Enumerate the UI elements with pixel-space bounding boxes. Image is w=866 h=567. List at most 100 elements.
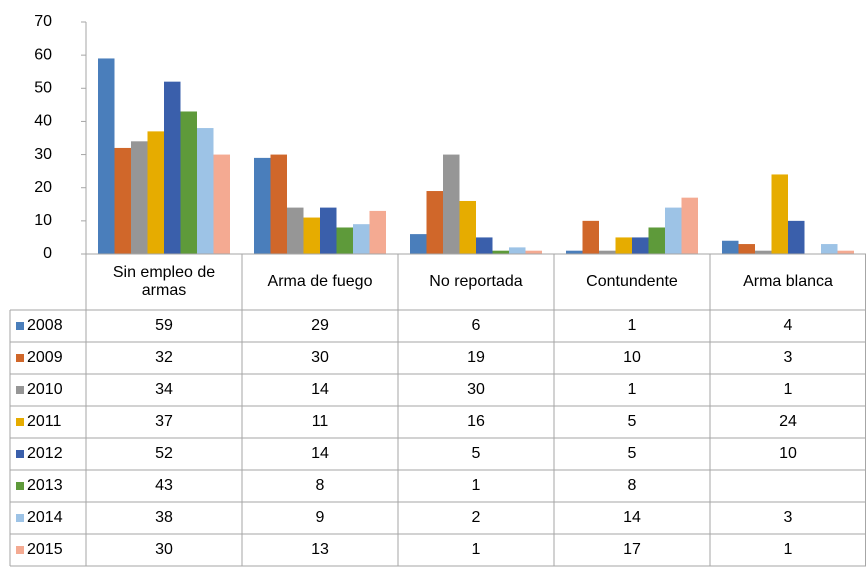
- table-value: 3: [784, 509, 793, 526]
- category-header: Arma blanca: [743, 273, 833, 290]
- bar: [303, 217, 320, 254]
- table-value: 11: [312, 413, 329, 430]
- table-value: 5: [628, 413, 637, 430]
- bar: [476, 237, 493, 254]
- category-header: No reportada: [429, 273, 523, 290]
- legend-swatch: [16, 386, 24, 394]
- table-value: 59: [155, 317, 173, 334]
- y-tick-label: 20: [34, 179, 52, 196]
- bar: [648, 227, 665, 254]
- legend-swatch: [16, 418, 24, 426]
- y-tick-label: 30: [34, 146, 52, 163]
- legend-label: 2015: [27, 541, 63, 558]
- table-value: 1: [628, 317, 637, 334]
- bar: [722, 240, 739, 254]
- bar: [582, 220, 599, 254]
- category-label: No reportada: [429, 273, 523, 290]
- y-tick-label: 60: [34, 46, 52, 63]
- y-tick-label: 70: [34, 13, 52, 30]
- legend-label: 2014: [27, 509, 63, 526]
- table-value: 30: [155, 541, 173, 558]
- category-label: Arma de fuego: [267, 273, 373, 290]
- bar: [492, 250, 509, 254]
- table-value: 1: [784, 381, 793, 398]
- legend-label: 2008: [27, 317, 63, 334]
- bar: [615, 237, 632, 254]
- bar: [213, 154, 230, 254]
- table-value: 37: [155, 413, 173, 430]
- legend-swatch: [16, 546, 24, 554]
- table-value: 10: [779, 445, 797, 462]
- bar: [410, 234, 427, 254]
- bar: [665, 207, 682, 254]
- bar: [114, 147, 131, 254]
- legend-label: 2013: [27, 477, 63, 494]
- bar: [738, 244, 755, 254]
- table-value: 30: [467, 381, 485, 398]
- category-header: Arma de fuego: [267, 273, 373, 290]
- bar: [197, 128, 214, 254]
- legend-swatch: [16, 354, 24, 362]
- category-label: Contundente: [586, 273, 678, 290]
- bar: [837, 250, 854, 254]
- table-value: 16: [467, 413, 485, 430]
- y-tick-label: 50: [34, 80, 52, 97]
- bar: [821, 244, 838, 254]
- table-value: 43: [155, 477, 173, 494]
- bar: [509, 247, 526, 254]
- table-value: 14: [623, 509, 641, 526]
- bar: [164, 81, 181, 255]
- bar: [426, 191, 443, 254]
- bar: [98, 58, 115, 255]
- bar: [336, 227, 353, 254]
- table-value: 8: [316, 477, 325, 494]
- legend-label: 2012: [27, 445, 63, 462]
- table-value: 14: [311, 381, 329, 398]
- legend-label: 2009: [27, 349, 63, 366]
- category-label: Sin empleo de armas: [112, 264, 216, 299]
- table-value: 4: [784, 317, 793, 334]
- legend-swatch: [16, 450, 24, 458]
- table-value: 6: [472, 317, 481, 334]
- table-value: 29: [311, 317, 329, 334]
- bar: [443, 154, 460, 254]
- table-value: 30: [311, 349, 329, 366]
- table-value: 3: [784, 349, 793, 366]
- y-tick-label: 40: [34, 113, 52, 130]
- bar: [681, 197, 698, 254]
- table-value: 52: [155, 445, 173, 462]
- table-value: 1: [472, 477, 481, 494]
- bar: [459, 200, 476, 254]
- legend-swatch: [16, 322, 24, 330]
- table-value: 19: [467, 349, 485, 366]
- table-value: 8: [628, 477, 637, 494]
- bar: [566, 250, 583, 254]
- table-value: 13: [311, 541, 329, 558]
- bar: [320, 207, 337, 254]
- table-value: 1: [784, 541, 793, 558]
- bar: [599, 250, 616, 254]
- bar: [632, 237, 649, 254]
- bar: [525, 250, 542, 254]
- bar: [180, 111, 197, 254]
- table-value: 14: [311, 445, 329, 462]
- category-header: Sin empleo de armas: [112, 264, 216, 299]
- y-tick-label: 0: [43, 245, 52, 262]
- table-value: 1: [472, 541, 481, 558]
- legend-label: 2011: [27, 413, 62, 430]
- table-value: 34: [155, 381, 173, 398]
- legend-swatch: [16, 482, 24, 490]
- bar: [287, 207, 304, 254]
- legend-swatch: [16, 514, 24, 522]
- table-value: 24: [779, 413, 797, 430]
- bar: [353, 224, 370, 254]
- category-label: Arma blanca: [743, 273, 833, 290]
- table-value: 10: [623, 349, 641, 366]
- table-value: 32: [155, 349, 173, 366]
- bar: [755, 250, 772, 254]
- table-value: 9: [316, 509, 325, 526]
- bar: [270, 154, 287, 254]
- bar: [147, 131, 164, 254]
- table-value: 17: [623, 541, 641, 558]
